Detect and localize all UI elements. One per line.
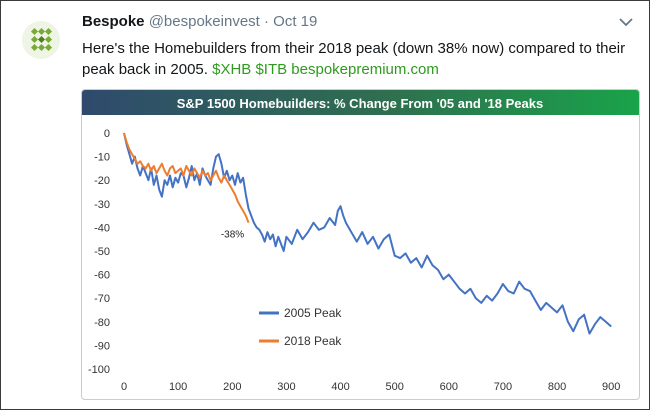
tweet-date[interactable]: Oct 19	[273, 13, 318, 30]
chart-title-bar	[82, 90, 639, 115]
x-tick-label: 200	[223, 381, 241, 393]
y-tick-label: -100	[88, 364, 110, 376]
y-tick-label: -50	[94, 246, 110, 258]
tweet-links[interactable]: $XHB $ITB bespokepremium.com	[212, 61, 439, 78]
bespoke-avatar[interactable]	[22, 21, 60, 59]
y-tick-label: -30	[94, 199, 110, 211]
x-tick-label: 300	[277, 381, 295, 393]
y-tick-label: -10	[94, 152, 110, 164]
y-tick-label: -70	[94, 293, 110, 305]
homebuilders-chart: S&P 1500 Homebuilders: % Change From '05…	[82, 90, 639, 393]
legend-label: 2018 Peak	[284, 334, 342, 348]
x-tick-label: 0	[121, 381, 127, 393]
series-line-2018-peak	[123, 132, 250, 224]
y-tick-label: -80	[94, 317, 110, 329]
chevron-down-icon[interactable]	[619, 17, 633, 27]
x-tick-label: 700	[494, 381, 512, 393]
y-tick-label: 0	[104, 128, 110, 140]
x-tick-label: 800	[548, 381, 566, 393]
y-tick-label: -20	[94, 175, 110, 187]
x-tick-label: 400	[331, 381, 349, 393]
x-tick-label: 500	[385, 381, 403, 393]
y-tick-label: -40	[94, 222, 110, 234]
tweet-header: Bespoke @bespokeinvest · Oct 19	[82, 13, 317, 30]
chart-card[interactable]: S&P 1500 Homebuilders: % Change From '05…	[81, 89, 640, 400]
bespoke-logo-icon	[22, 21, 60, 59]
x-tick-label: 100	[169, 381, 187, 393]
series-line-2005-peak	[123, 132, 612, 335]
separator-dot: ·	[264, 13, 269, 30]
tweet-body: Here's the Homebuilders from their 2018 …	[82, 40, 626, 78]
chart-title: S&P 1500 Homebuilders: % Change From '05…	[177, 96, 543, 111]
annotation-label: -38%	[221, 230, 244, 241]
legend-label: 2005 Peak	[284, 306, 342, 320]
y-tick-label: -90	[94, 340, 110, 352]
author-name[interactable]: Bespoke	[82, 13, 145, 30]
x-tick-label: 900	[602, 381, 620, 393]
tweet-text: Here's the Homebuilders from their 2018 …	[82, 38, 627, 80]
x-tick-label: 600	[440, 381, 458, 393]
author-handle[interactable]: @bespokeinvest	[148, 13, 260, 30]
y-tick-label: -60	[94, 270, 110, 282]
